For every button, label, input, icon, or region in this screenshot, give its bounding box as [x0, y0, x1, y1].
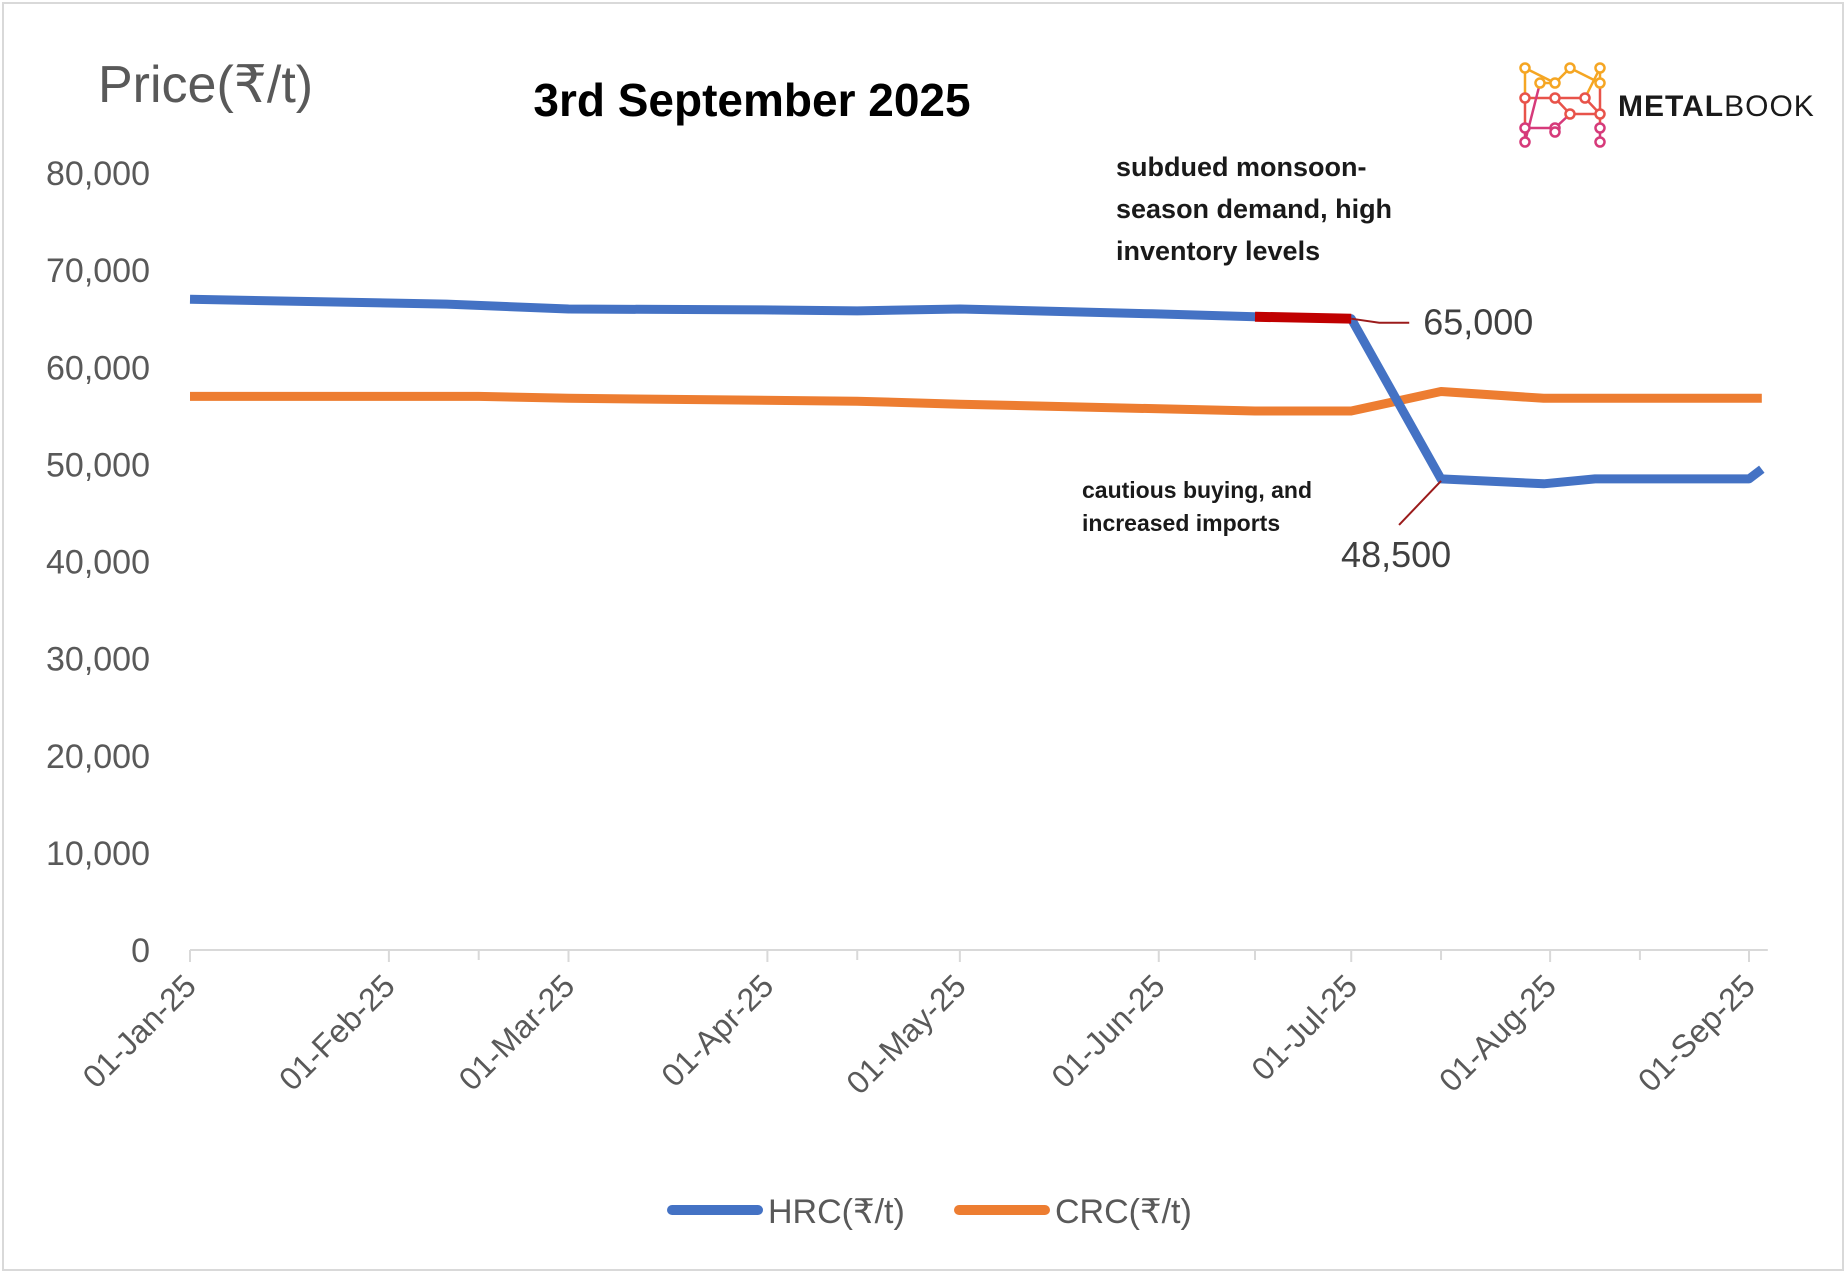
logo-node — [1519, 136, 1531, 148]
data-label-leader — [1398, 480, 1442, 526]
logo-node — [1579, 92, 1591, 104]
logo-text-bold: METAL — [1618, 90, 1724, 123]
logo-node — [1519, 92, 1531, 104]
x-tick-label: 01-Jul-25 — [1244, 967, 1364, 1087]
logo-node — [1594, 136, 1606, 148]
x-tick-label: 01-Aug-25 — [1432, 967, 1563, 1098]
x-tick-label: 01-Feb-25 — [272, 967, 402, 1097]
x-tick-label: 01-Mar-25 — [452, 967, 582, 1097]
y-tick-label: 80,000 — [46, 155, 150, 193]
logo-node — [1534, 77, 1546, 89]
y-tick-label: 70,000 — [46, 252, 150, 290]
logo-node — [1594, 62, 1606, 74]
annotation-imports: cautious buying, and increased imports — [1082, 477, 1312, 536]
logo-text-light: BOOK — [1724, 90, 1815, 123]
x-tick-label: 01-Apr-25 — [654, 967, 780, 1093]
data-label-leader — [1351, 317, 1410, 324]
logo-node — [1549, 126, 1561, 138]
data-label-48500: 48,500 — [1341, 534, 1451, 575]
metalbook-logo-icon — [1519, 62, 1606, 148]
y-tick-label: 0 — [131, 932, 150, 970]
logo-node — [1594, 108, 1606, 120]
series-layer — [189, 294, 1765, 489]
y-axis-label: Price(₹/t) — [98, 56, 313, 114]
x-tick-label: 01-Jan-25 — [76, 967, 203, 1094]
logo-node — [1564, 62, 1576, 74]
y-tick-label: 30,000 — [46, 641, 150, 679]
legend-label-crc: CRC(₹/t) — [1055, 1193, 1192, 1231]
series-line-hrc — [189, 294, 1765, 489]
series-line-crc — [190, 387, 1762, 416]
metalbook-logo: METALBOOK — [1519, 62, 1815, 148]
x-tick-label: 01-May-25 — [839, 967, 973, 1101]
logo-node — [1519, 62, 1531, 74]
annotation-line: cautious buying, and — [1082, 477, 1312, 503]
legend: HRC(₹/t) CRC(₹/t) — [667, 1193, 1192, 1231]
chart-title: 3rd September 2025 — [533, 74, 970, 126]
annotation-line: inventory levels — [1116, 236, 1320, 266]
y-axis-ticks: 0 10,000 20,000 30,000 40,000 50,000 60,000 70,… — [46, 155, 150, 970]
logo-node — [1549, 77, 1561, 89]
x-tick-label: 01-Sep-25 — [1631, 967, 1762, 1098]
x-axis: 01-Jan-25 01-Feb-25 01-Mar-25 01-Apr-25 01-M… — [76, 949, 1768, 1101]
y-tick-label: 20,000 — [46, 738, 150, 776]
annotation-layer: subdued monsoon-season demand, high inven… — [1082, 152, 1533, 575]
data-label-65000: 65,000 — [1423, 302, 1533, 343]
y-tick-label: 60,000 — [46, 349, 150, 387]
logo-node — [1594, 122, 1606, 134]
x-tick-label: 01-Jun-25 — [1044, 967, 1171, 1094]
y-tick-label: 50,000 — [46, 446, 150, 484]
y-tick-label: 10,000 — [46, 835, 150, 873]
annotation-monsoon: subdued monsoon-season demand, high inven… — [1116, 152, 1392, 266]
logo-node — [1549, 92, 1561, 104]
logo-node — [1519, 122, 1531, 134]
logo-text: METALBOOK — [1618, 90, 1815, 123]
annotation-line: subdued monsoon- — [1116, 152, 1366, 182]
legend-label-hrc: HRC(₹/t) — [768, 1193, 905, 1231]
line-chart: Price(₹/t) 3rd September 2025 METALBOOK … — [46, 56, 1815, 1231]
logo-node — [1564, 108, 1576, 120]
highlight-segment — [1254, 311, 1352, 324]
annotation-line: increased imports — [1082, 510, 1280, 536]
logo-node — [1594, 77, 1606, 89]
y-tick-label: 40,000 — [46, 544, 150, 582]
annotation-line: season demand, high — [1116, 194, 1392, 224]
